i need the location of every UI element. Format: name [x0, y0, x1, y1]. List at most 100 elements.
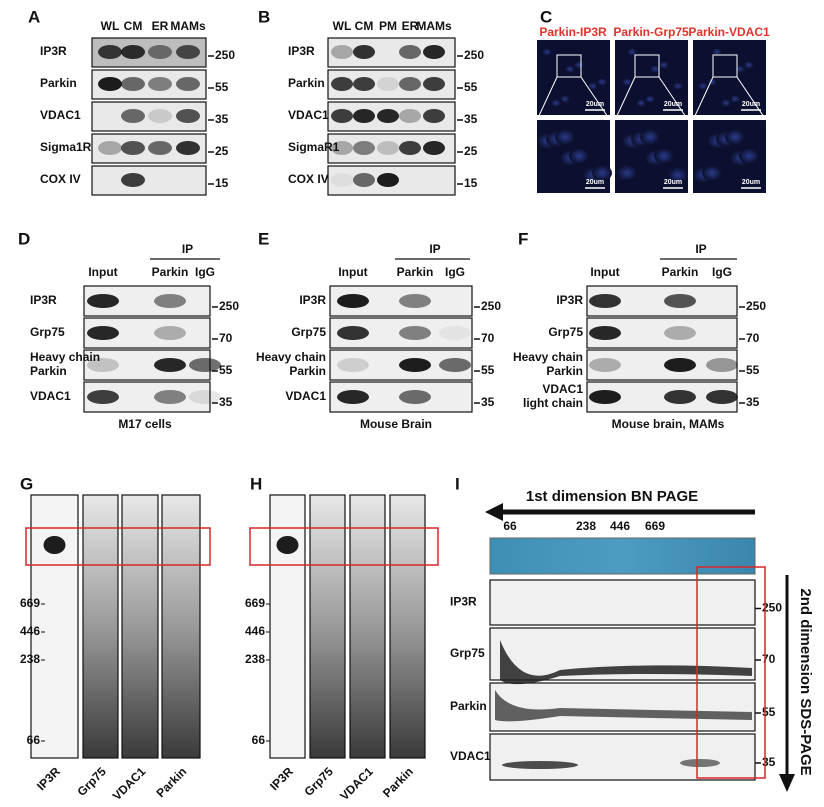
scale-label: 20um — [742, 179, 760, 186]
marker-label: 446 — [610, 519, 630, 533]
lane-label: Input — [590, 265, 619, 279]
lane-label: CM — [124, 19, 143, 33]
gel-lane — [269, 494, 306, 759]
blot — [91, 165, 207, 196]
band — [87, 358, 119, 372]
nucleus — [555, 129, 575, 145]
zoom-box — [556, 54, 582, 78]
row-name: Grp75 — [30, 325, 65, 339]
band — [399, 109, 421, 123]
panel-label: C — [540, 7, 552, 26]
image-title: Parkin-VDAC1 — [688, 25, 770, 39]
nucleus — [574, 61, 584, 69]
row-name: VDAC1 — [450, 749, 491, 763]
band — [331, 109, 353, 123]
lane-label: WL — [333, 19, 352, 33]
band — [664, 294, 696, 308]
marker-label: 70 — [219, 331, 233, 345]
image-title: Parkin-IP3R — [539, 25, 607, 39]
row-name: VDAC1 — [288, 108, 329, 122]
marker-label: 70 — [746, 331, 760, 345]
lane-label: VDAC1 — [337, 764, 376, 803]
row-name: Parkin — [30, 364, 67, 378]
band — [399, 77, 421, 91]
row-name: IP3R — [556, 293, 583, 307]
lane-label: IgG — [195, 265, 215, 279]
band — [399, 141, 421, 155]
band — [423, 77, 445, 91]
lane-label: IP3R — [267, 764, 296, 793]
lane-label: CM — [355, 19, 374, 33]
nucleus — [721, 99, 731, 107]
marker-label: 70 — [481, 331, 495, 345]
marker-label: 55 — [762, 705, 776, 719]
axis-title: 2nd dimension SDS-PAGE — [797, 588, 814, 775]
band — [87, 326, 119, 340]
panel-label: F — [518, 229, 528, 248]
nucleus — [645, 95, 655, 103]
ip-label: IP — [695, 242, 706, 256]
blot — [586, 349, 738, 381]
marker-label: 238 — [576, 519, 596, 533]
zoom-line — [736, 76, 767, 121]
band — [121, 77, 145, 91]
row-name: IP3R — [299, 293, 326, 307]
panel-label: I — [455, 474, 460, 493]
panel-label: E — [258, 229, 269, 248]
nucleus — [702, 165, 722, 181]
lane-label: Parkin — [154, 764, 190, 800]
band — [337, 358, 369, 372]
band — [148, 141, 172, 155]
row-name: IP3R — [288, 44, 315, 58]
zoom-line — [614, 76, 636, 121]
marker-label: 15 — [215, 176, 229, 190]
row-name: COX IV — [40, 172, 81, 186]
nucleus — [597, 78, 607, 86]
nucleus — [744, 61, 754, 69]
marker-label: 669 — [245, 596, 265, 610]
band — [377, 109, 399, 123]
lane-label: ER — [402, 19, 419, 33]
band — [377, 77, 399, 91]
scale-label: 20um — [664, 179, 682, 186]
highlight-box — [696, 566, 766, 779]
blot — [489, 733, 756, 781]
row-name: Parkin — [546, 364, 583, 378]
band — [399, 390, 431, 404]
band — [423, 45, 445, 59]
nucleus — [588, 82, 598, 90]
arrow-head — [485, 503, 503, 521]
band — [502, 761, 578, 769]
band — [664, 326, 696, 340]
band — [148, 109, 172, 123]
lane-label: Parkin — [397, 265, 434, 279]
band — [439, 358, 471, 372]
marker-label: 250 — [215, 48, 235, 62]
nucleus — [640, 129, 660, 145]
marker-label: 250 — [219, 299, 239, 313]
band — [399, 326, 431, 340]
row-name: VDAC1 — [30, 389, 71, 403]
row-name: VDAC1 — [285, 389, 326, 403]
band — [680, 759, 720, 767]
band — [154, 358, 186, 372]
band — [337, 326, 369, 340]
band — [399, 45, 421, 59]
zoom-line — [692, 76, 714, 121]
band — [148, 45, 172, 59]
nucleus — [654, 148, 674, 164]
band — [98, 141, 122, 155]
band — [87, 390, 119, 404]
row-name: IP3R — [450, 595, 477, 609]
band — [353, 173, 375, 187]
row-name: light chain — [523, 396, 583, 410]
gel-lane — [349, 494, 386, 759]
lane-label: IP3R — [34, 764, 63, 793]
marker-label: 238 — [20, 652, 40, 666]
band — [148, 77, 172, 91]
marker-label: 25 — [464, 144, 478, 158]
nucleus — [673, 82, 683, 90]
scale-label: 20um — [664, 101, 682, 108]
marker-label: 66 — [252, 733, 266, 747]
